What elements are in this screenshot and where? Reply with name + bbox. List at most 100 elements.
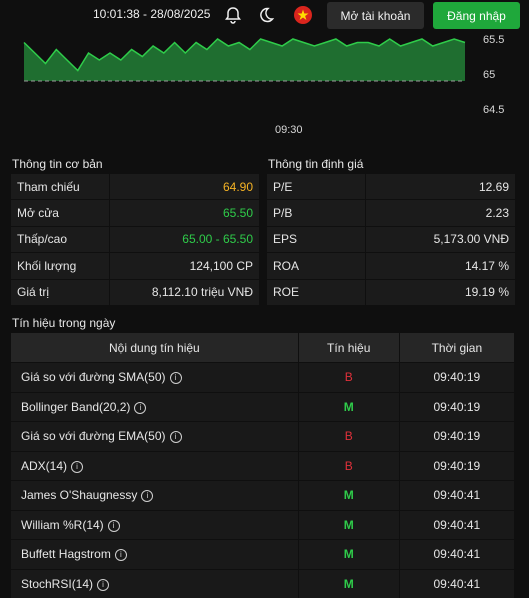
valuation-info-row: EPS 5,173.00 VNĐ xyxy=(267,226,515,254)
basic-info-label: Mở cửa xyxy=(11,199,110,227)
signal-time: 09:40:19 xyxy=(399,421,516,451)
basic-info-value: 64.90 xyxy=(109,174,259,201)
valuation-info-row: P/E 12.69 xyxy=(267,174,515,201)
signal-name-cell: StochRSI(14) i xyxy=(11,568,299,598)
column-header: Thời gian xyxy=(399,333,516,363)
valuation-info-label: ROE xyxy=(267,279,366,306)
y-tick-label: 64.5 xyxy=(483,104,504,116)
valuation-info-row: ROA 14.17 % xyxy=(267,252,515,280)
signal-time: 09:40:41 xyxy=(399,509,516,540)
dark-mode-moon-icon[interactable] xyxy=(256,5,276,25)
signal-row[interactable]: StochRSI(14) i M 09:40:41 xyxy=(11,568,516,598)
valuation-info-label: EPS xyxy=(267,226,366,254)
signal-time: 09:40:19 xyxy=(399,391,516,422)
valuation-info-table: P/E 12.69 P/B 2.23 EPS 5,173.00 VNĐ ROA 14.17 %… xyxy=(267,174,515,306)
price-area xyxy=(24,39,465,81)
signal-time: 09:40:41 xyxy=(399,480,516,510)
intraday-price-chart: 65.5 65 64.5 09:30 xyxy=(23,34,504,136)
signal-value: B xyxy=(298,450,400,481)
signal-value: B xyxy=(298,362,400,392)
signals-table: Nội dung tín hiệu Tín hiệu Thời gian Giá… xyxy=(11,333,516,598)
signal-name: Giá so với đường EMA(50) xyxy=(21,429,166,444)
signal-name-cell: Giá so với đường SMA(50) i xyxy=(11,362,299,392)
vietnam-flag-icon[interactable] xyxy=(293,5,313,25)
signal-value: M xyxy=(298,568,400,598)
signal-value: B xyxy=(298,421,400,451)
basic-info-value: 8,112.10 triệu VNĐ xyxy=(109,279,259,306)
signal-value: M xyxy=(298,539,400,569)
valuation-info-row: P/B 2.23 xyxy=(267,199,515,227)
basic-info-row: Mở cửa 65.50 xyxy=(11,199,259,227)
x-tick-label: 09:30 xyxy=(275,124,303,136)
basic-info-row: Khối lượng 124,100 CP xyxy=(11,252,259,280)
column-header: Nội dung tín hiệu xyxy=(11,333,299,363)
valuation-info-value: 19.19 % xyxy=(365,279,515,306)
y-tick-label: 65.5 xyxy=(483,34,504,46)
signal-name-cell: Bollinger Band(20,2) i xyxy=(11,391,299,422)
info-icon[interactable]: i xyxy=(71,460,84,473)
valuation-info-value: 5,173.00 VNĐ xyxy=(365,226,515,254)
signal-time: 09:40:19 xyxy=(399,450,516,481)
signal-row[interactable]: Giá so với đường SMA(50) i B 09:40:19 xyxy=(11,362,516,392)
basic-info-row: Tham chiếu 64.90 xyxy=(11,174,259,201)
signal-name: Bollinger Band(20,2) xyxy=(21,399,131,414)
signal-value: M xyxy=(298,391,400,422)
valuation-info-value: 12.69 xyxy=(365,174,515,201)
basic-info-row: Giá trị 8,112.10 triệu VNĐ xyxy=(11,279,259,306)
open-account-button[interactable]: Mở tài khoản xyxy=(327,2,424,29)
signal-name: Buffett Hagstrom xyxy=(21,547,111,562)
login-button[interactable]: Đăng nhập xyxy=(433,2,520,29)
signal-time: 09:40:41 xyxy=(399,539,516,569)
signal-name: StochRSI(14) xyxy=(21,576,94,591)
signal-row[interactable]: Bollinger Band(20,2) i M 09:40:19 xyxy=(11,391,516,422)
y-tick-label: 65 xyxy=(483,69,495,81)
basic-info-label: Khối lượng xyxy=(11,252,110,280)
info-icon[interactable]: i xyxy=(114,549,127,562)
valuation-info-label: P/E xyxy=(267,174,366,201)
signal-row[interactable]: ADX(14) i B 09:40:19 xyxy=(11,450,516,481)
basic-info-table: Tham chiếu 64.90 Mở cửa 65.50 Thấp/cao 65.00 … xyxy=(11,174,259,306)
signal-name-cell: William %R(14) i xyxy=(11,509,299,540)
basic-info-label: Thấp/cao xyxy=(11,226,110,254)
valuation-info-row: ROE 19.19 % xyxy=(267,279,515,306)
basic-info-value: 65.50 xyxy=(109,199,259,227)
basic-info-value: 124,100 CP xyxy=(109,252,259,280)
signal-name: Giá so với đường SMA(50) xyxy=(21,370,166,385)
signal-row[interactable]: Buffett Hagstrom i M 09:40:41 xyxy=(11,539,516,569)
signal-name: ADX(14) xyxy=(21,458,68,473)
signal-name-cell: ADX(14) i xyxy=(11,450,299,481)
signal-name-cell: Buffett Hagstrom i xyxy=(11,539,299,569)
info-icon[interactable]: i xyxy=(97,578,110,591)
signal-time: 09:40:41 xyxy=(399,568,516,598)
valuation-info-title: Thông tin định giá xyxy=(268,157,364,171)
signal-row[interactable]: James O'Shaugnessy i M 09:40:41 xyxy=(11,480,516,510)
basic-info-row: Thấp/cao 65.00 - 65.50 xyxy=(11,226,259,254)
intraday-signals-title: Tín hiệu trong ngày xyxy=(12,316,116,330)
signal-name-cell: James O'Shaugnessy i xyxy=(11,480,299,510)
bell-icon[interactable] xyxy=(223,5,243,25)
valuation-info-value: 14.17 % xyxy=(365,252,515,280)
info-icon[interactable]: i xyxy=(169,431,182,444)
info-icon[interactable]: i xyxy=(169,372,182,385)
signal-name: William %R(14) xyxy=(21,517,104,532)
signal-time: 09:40:19 xyxy=(399,362,516,392)
basic-info-label: Tham chiếu xyxy=(11,174,110,201)
signal-row[interactable]: Giá so với đường EMA(50) i B 09:40:19 xyxy=(11,421,516,451)
signal-row[interactable]: William %R(14) i M 09:40:41 xyxy=(11,509,516,540)
info-icon[interactable]: i xyxy=(141,490,154,503)
info-icon[interactable]: i xyxy=(134,401,147,414)
basic-info-value: 65.00 - 65.50 xyxy=(109,226,259,254)
signal-name: James O'Shaugnessy xyxy=(21,488,138,503)
signal-value: M xyxy=(298,480,400,510)
clock: 10:01:38 - 28/08/2025 xyxy=(93,7,211,21)
info-icon[interactable]: i xyxy=(107,519,120,532)
basic-info-title: Thông tin cơ bản xyxy=(12,157,103,171)
signal-value: M xyxy=(298,509,400,540)
column-header: Tín hiệu xyxy=(298,333,400,363)
signal-name-cell: Giá so với đường EMA(50) i xyxy=(11,421,299,451)
basic-info-label: Giá trị xyxy=(11,279,110,306)
price-line xyxy=(23,38,466,72)
valuation-info-label: ROA xyxy=(267,252,366,280)
valuation-info-label: P/B xyxy=(267,199,366,227)
top-bar: 10:01:38 - 28/08/2025 Mở tài khoản Đăng … xyxy=(0,0,529,30)
